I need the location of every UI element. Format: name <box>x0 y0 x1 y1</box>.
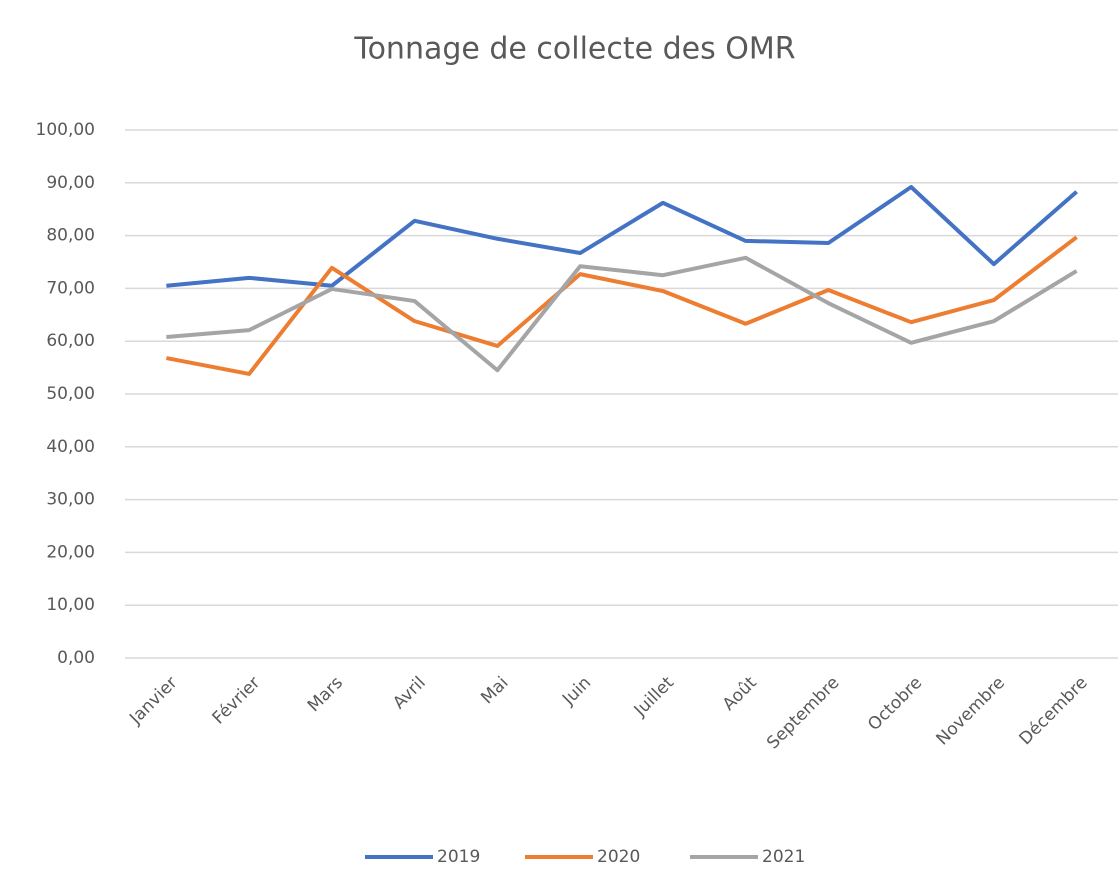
x-tick-label: Juin <box>558 673 595 710</box>
x-tick-label: Avril <box>389 673 429 713</box>
y-tick-label: 30,00 <box>46 490 95 510</box>
x-tick-label: Février <box>209 673 265 729</box>
x-tick-label: Octobre <box>864 673 926 735</box>
chart-title: Tonnage de collecte des OMR <box>353 32 795 67</box>
y-tick-label: 90,00 <box>46 173 95 193</box>
x-tick-label: Janvier <box>125 673 181 729</box>
y-tick-label: 50,00 <box>46 384 95 404</box>
series-line <box>165 235 1078 376</box>
legend-label: 2021 <box>762 847 805 867</box>
y-tick-label: 60,00 <box>46 331 95 351</box>
x-tick-label: Juillet <box>630 673 678 721</box>
y-tick-label: 10,00 <box>46 595 95 615</box>
y-tick-label: 80,00 <box>46 226 95 246</box>
x-tick-label: Mai <box>477 673 512 708</box>
y-tick-label: 0,00 <box>57 648 95 668</box>
x-tick-label: Mars <box>304 673 347 716</box>
series-line <box>166 255 1078 373</box>
y-tick-label: 20,00 <box>46 542 95 562</box>
x-tick-label: Septembre <box>763 673 843 753</box>
y-tick-label: 100,00 <box>36 120 95 140</box>
y-tick-label: 70,00 <box>46 278 95 298</box>
legend-label: 2020 <box>597 847 640 867</box>
x-tick-label: Novembre <box>933 673 1009 749</box>
x-tick-label: Août <box>719 673 761 715</box>
legend-label: 2019 <box>437 847 480 867</box>
x-tick-label: Décembre <box>1015 673 1091 749</box>
y-tick-label: 40,00 <box>46 437 95 457</box>
